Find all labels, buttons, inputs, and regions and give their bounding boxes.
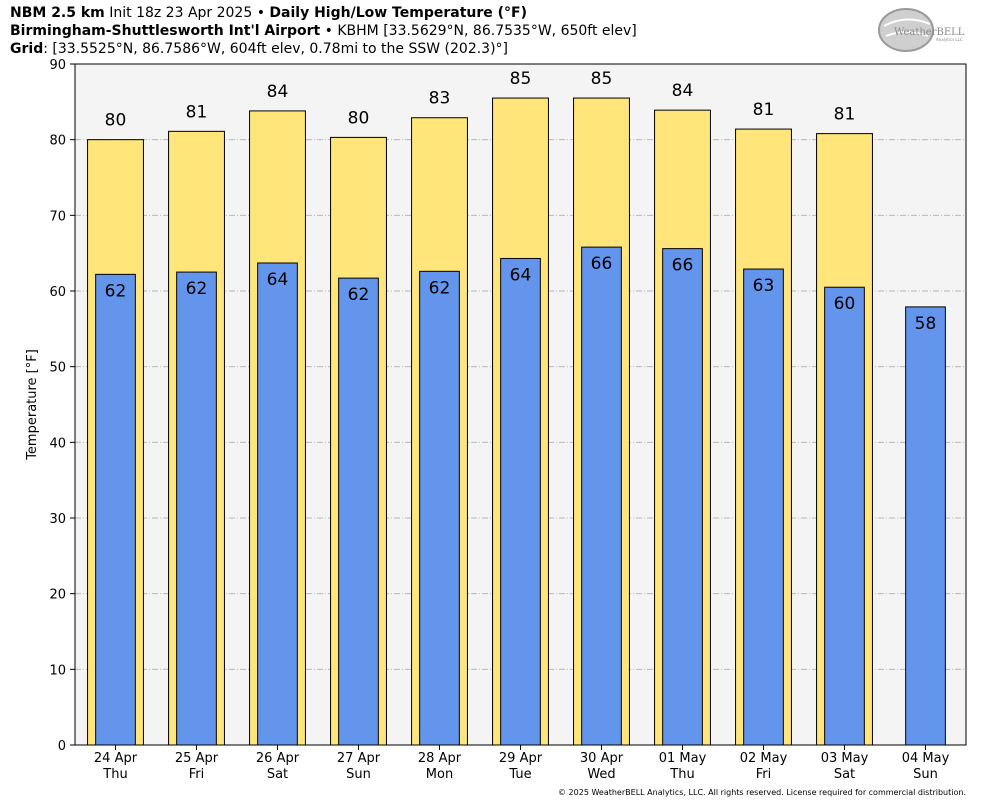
high-value-label: 83: [429, 89, 451, 109]
y-tick-label: 50: [49, 361, 66, 376]
low-value-label: 66: [591, 254, 613, 274]
low-value-label: 58: [915, 314, 937, 334]
grid-info: : [33.5525°N, 86.7586°W, 604ft elev, 0.7…: [43, 41, 509, 57]
low-value-label: 64: [267, 270, 289, 290]
station-info: KBHM [33.5629°N, 86.7535°W, 650ft elev]: [337, 23, 637, 39]
high-value-label: 81: [753, 100, 775, 120]
header-line-1: NBM 2.5 km Init 18z 23 Apr 2025 • Daily …: [10, 5, 527, 22]
low-value-label: 63: [753, 276, 775, 296]
header-line-3: Grid: [33.5525°N, 86.7586°W, 604ft elev,…: [10, 41, 508, 58]
x-tick-label-day: Fri: [756, 767, 772, 782]
x-tick-label-day: Sun: [913, 767, 938, 782]
x-tick-label-day: Sat: [834, 767, 855, 782]
init-time: Init 18z 23 Apr 2025: [109, 5, 253, 21]
x-tick-label-day: Sun: [346, 767, 371, 782]
y-tick-label: 60: [49, 285, 66, 300]
low-value-label: 62: [348, 285, 370, 305]
product-title: Daily High/Low Temperature (°F): [269, 5, 527, 21]
x-tick-label-date: 01 May: [659, 751, 707, 766]
x-tick-label-date: 02 May: [740, 751, 788, 766]
y-tick-label: 70: [49, 209, 66, 224]
low-bar: [581, 246, 622, 746]
weatherbell-logo: WeatherBELL Analytics LLC: [878, 8, 965, 52]
logo-subtext: Analytics LLC: [936, 37, 963, 42]
low-bar: [176, 271, 217, 746]
bars: [87, 97, 946, 746]
low-bar: [743, 268, 784, 746]
model-name: NBM 2.5 km: [10, 5, 105, 21]
high-value-label: 81: [834, 105, 856, 125]
header-line-2: Birmingham-Shuttlesworth Int'l Airport •…: [10, 23, 637, 40]
separator: •: [324, 23, 333, 39]
x-tick-label-day: Mon: [426, 767, 453, 782]
y-tick-label: 0: [58, 739, 66, 754]
low-value-label: 64: [510, 265, 532, 285]
high-value-label: 81: [186, 102, 208, 122]
high-value-label: 80: [105, 111, 127, 131]
x-tick-label-day: Sat: [267, 767, 288, 782]
low-bar: [257, 262, 298, 746]
y-tick-label: 20: [49, 588, 66, 603]
y-axis-label: Temperature [°F]: [25, 349, 40, 461]
y-tick-label: 90: [49, 58, 66, 73]
low-value-label: 62: [429, 278, 451, 298]
low-value-label: 62: [186, 279, 208, 299]
low-bar: [95, 273, 136, 746]
high-value-label: 84: [672, 81, 694, 101]
x-tick-label-date: 30 Apr: [580, 751, 624, 766]
high-value-label: 80: [348, 108, 370, 128]
data-labels: 80 62 81 62 84 64 80 62 83 62 85 64 85 66 84 66 81 63 81 60…: [105, 69, 937, 334]
high-value-label: 85: [591, 69, 613, 89]
y-tick-label: 30: [49, 512, 66, 527]
x-tick-label-date: 25 Apr: [175, 751, 219, 766]
low-value-label: 60: [834, 294, 856, 314]
y-tick-label: 40: [49, 436, 66, 451]
low-value-label: 62: [105, 281, 127, 301]
x-tick-label-day: Thu: [669, 767, 694, 782]
x-tick-label-date: 03 May: [821, 751, 869, 766]
station-name: Birmingham-Shuttlesworth Int'l Airport: [10, 23, 321, 39]
x-tick-label-date: 04 May: [902, 751, 950, 766]
low-bar: [338, 277, 379, 746]
x-tick-label-date: 29 Apr: [499, 751, 543, 766]
y-tick-label: 80: [49, 134, 66, 149]
grid-label: Grid: [10, 41, 44, 57]
low-bar: [500, 257, 541, 746]
x-tick-label-date: 26 Apr: [256, 751, 300, 766]
y-tick-label: 10: [49, 663, 66, 678]
low-bar: [419, 270, 460, 746]
high-value-label: 85: [510, 69, 532, 89]
low-bar: [662, 248, 703, 746]
x-tick-label-date: 27 Apr: [337, 751, 381, 766]
x-tick-label-date: 28 Apr: [418, 751, 462, 766]
low-value-label: 66: [672, 256, 694, 276]
logo-text: WeatherBELL: [894, 27, 965, 38]
x-tick-label-day: Thu: [102, 767, 127, 782]
low-bar: [824, 286, 865, 746]
x-tick-label-day: Tue: [508, 767, 531, 782]
x-tick-label-day: Fri: [189, 767, 205, 782]
copyright-text: © 2025 WeatherBELL Analytics, LLC. All r…: [558, 788, 966, 797]
separator: •: [256, 5, 265, 21]
x-tick-label-day: Wed: [587, 767, 615, 782]
high-value-label: 84: [267, 82, 289, 102]
x-tick-label-date: 24 Apr: [94, 751, 138, 766]
low-bar: [905, 306, 946, 746]
